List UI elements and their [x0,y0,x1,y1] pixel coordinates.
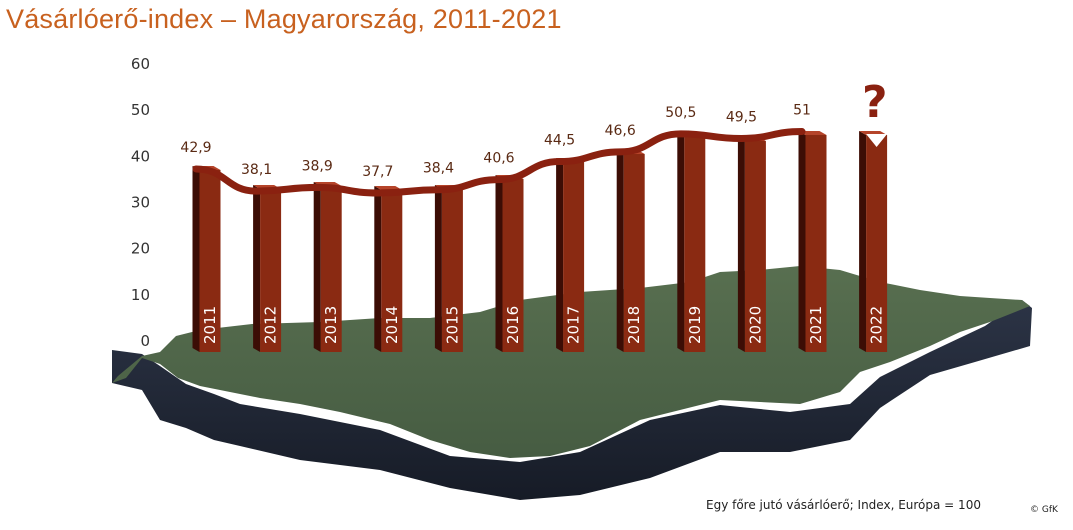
bar-front [563,162,585,352]
bar-side [495,175,503,352]
bar-2013: 2013 [313,182,342,352]
bar-2014: 2014 [374,186,403,352]
source-credit: © GfK [1030,505,1058,515]
bar-front [805,135,827,352]
data-label: 42,9 [180,140,211,156]
bar-2018: 2018 [616,150,645,352]
bar-2017: 2017 [556,158,585,352]
bar-front [623,154,645,352]
y-tick-label: 50 [131,101,150,119]
x-tick-label: 2013 [322,306,340,344]
bar-front [381,190,403,352]
bar-2011: 2011 [192,166,221,352]
data-labels: 42,9 38,1 38,9 37,7 38,4 40,6 44,5 46,6 50,5 49,5… [180,103,811,180]
x-tick-label: 2019 [686,306,704,344]
data-label: 44,5 [544,133,575,149]
trend-line [192,128,806,197]
bar-2016: 2016 [495,175,524,352]
x-tick-label: 2014 [383,306,401,344]
bar-2020: 2020 [737,137,766,352]
x-tick-label: 2022 [868,306,886,344]
bar-front [744,141,766,352]
bar-side [253,185,261,352]
x-tick-label: 2020 [746,306,764,344]
x-tick-label: 2011 [201,306,219,344]
y-axis: 0 10 20 30 40 50 60 [131,55,150,350]
bar-front [866,135,888,352]
x-tick-label: 2018 [625,306,643,344]
bar-side [737,137,745,352]
unknown-2022-marker: ? [862,77,888,128]
x-tick-label: 2016 [504,306,522,344]
bar-front [260,189,282,352]
bar-front [502,179,524,352]
x-tick-label: 2015 [443,306,461,344]
data-label: 38,4 [423,161,454,177]
bar-series: 2011 2012 2013 2014 2015 2016 2017 2018 2019 2020… [192,131,888,352]
bar-side [616,150,624,352]
bar-side [556,158,564,352]
bar-side [677,133,685,352]
data-label: 51 [793,103,811,119]
bar-side [859,131,867,352]
y-tick-label: 20 [131,240,150,258]
data-label: 38,1 [241,162,272,178]
data-label: 38,9 [302,158,333,174]
chart-footnote: Egy főre jutó vásárlóerő; Index, Európa … [706,498,981,512]
bar-side [374,186,382,352]
bar-side [434,185,442,352]
bar-2015: 2015 [434,185,463,352]
bar-front [320,186,342,352]
x-tick-label: 2017 [565,306,583,344]
data-label: 46,6 [605,123,636,139]
bar-side [313,182,321,352]
data-label: 40,6 [483,151,514,167]
bar-front [684,137,706,352]
y-tick-label: 30 [131,194,150,212]
x-tick-label: 2012 [262,306,280,344]
chart-title: Vásárlóerő-index – Magyarország, 2011-20… [6,4,562,34]
bar-side [192,166,200,352]
bar-side [798,131,806,352]
bar-2022: 2022 [859,131,888,352]
bar-front [199,170,221,352]
bar-front [441,189,463,352]
data-label: 49,5 [726,109,757,125]
y-tick-label: 10 [131,286,150,304]
x-tick-label: 2021 [807,306,825,344]
y-tick-label: 0 [140,332,150,350]
y-tick-label: 60 [131,55,150,73]
bar-2012: 2012 [253,185,282,352]
bar-2019: 2019 [677,133,706,352]
bar-notch [866,134,888,147]
bar-top [798,131,827,135]
data-label: 50,5 [665,105,696,121]
data-label: 37,7 [362,164,393,180]
bar-2021: 2021 [798,131,827,352]
y-tick-label: 40 [131,147,150,165]
map-side [112,300,1032,500]
